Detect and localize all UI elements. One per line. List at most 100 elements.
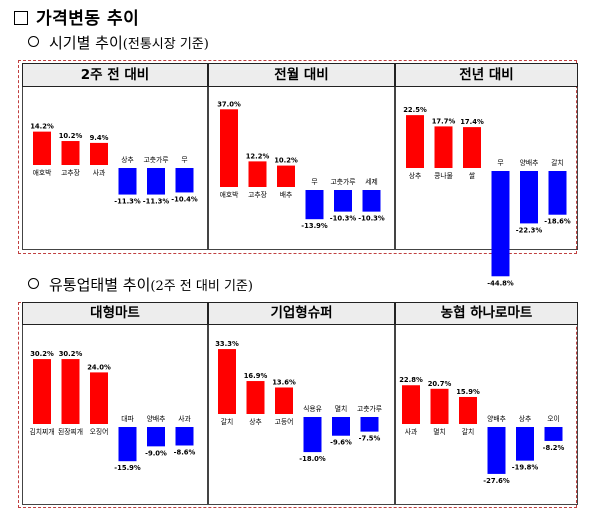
bar-고추장 [248,161,267,187]
data-label: 24.0% [87,363,111,371]
section-heading-text: 유통업태별 추이 [49,276,151,294]
section-frame [18,60,577,254]
data-label: 16.9% [244,372,268,380]
bar-사과 [90,142,108,165]
bar-무 [175,168,194,193]
category-label: 무 [181,156,187,164]
category-label: 고추장 [248,190,267,199]
category-label: 상추 [121,155,134,164]
bar-양배추 [487,427,506,474]
data-label: 22.8% [399,376,423,384]
panel-header: 전년 대비 [395,63,578,87]
data-label: 15.9% [456,388,480,396]
data-label: -11.3% [143,198,170,206]
bar-고등어 [275,387,293,414]
category-label: 고춧가루 [357,404,382,413]
bar-쌀 [463,127,481,168]
data-label: -18.0% [299,455,326,463]
bar-사과 [175,427,194,446]
data-label: 14.2% [30,123,54,131]
bar-멸치 [332,417,350,436]
data-label: -10.3% [330,215,357,223]
bar-배추 [277,165,295,187]
category-label: 사과 [178,414,191,423]
category-label: 쌀 [469,171,476,180]
category-label: 상추 [249,417,262,426]
section-heading: 시기별 추이(전통시장 기준) [28,32,209,53]
category-label: 양배추 [487,414,506,423]
category-label: 세제 [365,177,378,186]
bar-고춧가루 [334,190,352,212]
bar-무 [491,171,510,277]
bar-멸치 [430,388,449,424]
category-label: 갈치 [221,417,234,426]
category-label: 배추 [280,190,293,199]
data-label: -8.6% [174,448,196,456]
section-heading-paren: (전통시장 기준) [122,37,209,52]
data-label: -27.6% [483,477,510,485]
category-label: 갈치 [551,158,564,167]
section-heading-text: 시기별 추이 [49,34,123,52]
bar-콩나물 [434,126,453,168]
category-label: 상추 [519,414,532,423]
data-label: -13.9% [301,222,328,230]
category-label: 무 [497,159,503,167]
data-label: -9.0% [145,449,167,457]
panel-header: 대형마트 [22,302,208,325]
data-label: 13.6% [272,378,296,386]
data-label: -15.9% [114,464,141,472]
category-label: 고등어 [275,417,294,426]
bar-사과 [402,385,420,424]
data-label: -22.3% [516,226,543,234]
category-label: 갈치 [462,427,475,436]
category-label: 콩나물 [434,171,453,180]
panel-body [395,87,578,250]
panel-body [22,87,208,250]
category-label: 오이 [547,414,560,423]
category-label: 무 [311,178,317,186]
bar-갈치 [459,396,477,424]
bar-갈치 [218,349,236,414]
data-label: 33.3% [215,340,239,348]
data-label: 17.4% [460,118,484,126]
bar-상추 [118,168,137,195]
category-label: 애호박 [33,168,52,177]
bar-고추장 [61,141,80,165]
data-label: 20.7% [428,380,452,388]
category-label: 멸치 [335,404,348,413]
bar-상추 [246,381,265,414]
category-label: 애호박 [220,190,239,199]
data-label: 22.5% [403,106,427,114]
category-label: 김치찌개 [29,427,54,436]
data-label: -19.8% [512,464,539,472]
bar-고춧가루 [147,168,165,195]
data-label: 9.4% [90,134,109,142]
bar-고춧가루 [360,417,379,432]
category-label: 양배추 [147,414,166,423]
data-label: -8.2% [543,444,565,452]
data-label: 30.2% [30,350,54,358]
bar-상추 [406,115,424,168]
bar-오이 [544,427,563,441]
bar-양배추 [147,427,165,447]
bar-상추 [516,427,534,461]
bar-식용유 [303,417,322,453]
category-label: 멸치 [433,427,446,436]
data-label: 30.2% [59,350,83,358]
data-label: 12.2% [246,152,270,160]
bar-무 [305,190,324,220]
panel-header: 기업형슈퍼 [208,302,395,325]
data-label: -11.3% [114,198,141,206]
bar-대파 [118,427,137,462]
category-label: 사과 [93,168,106,177]
data-label: -7.5% [359,435,381,443]
category-label: 상추 [409,171,422,180]
category-label: 고추장 [61,168,80,177]
panel-header: 2주 전 대비 [22,63,208,87]
page-title: 가격변동 추이 [14,4,139,29]
bar-세제 [362,190,381,212]
data-label: -10.4% [171,195,198,203]
page-title-text: 가격변동 추이 [36,9,140,29]
circle-bullet-icon [28,278,39,289]
